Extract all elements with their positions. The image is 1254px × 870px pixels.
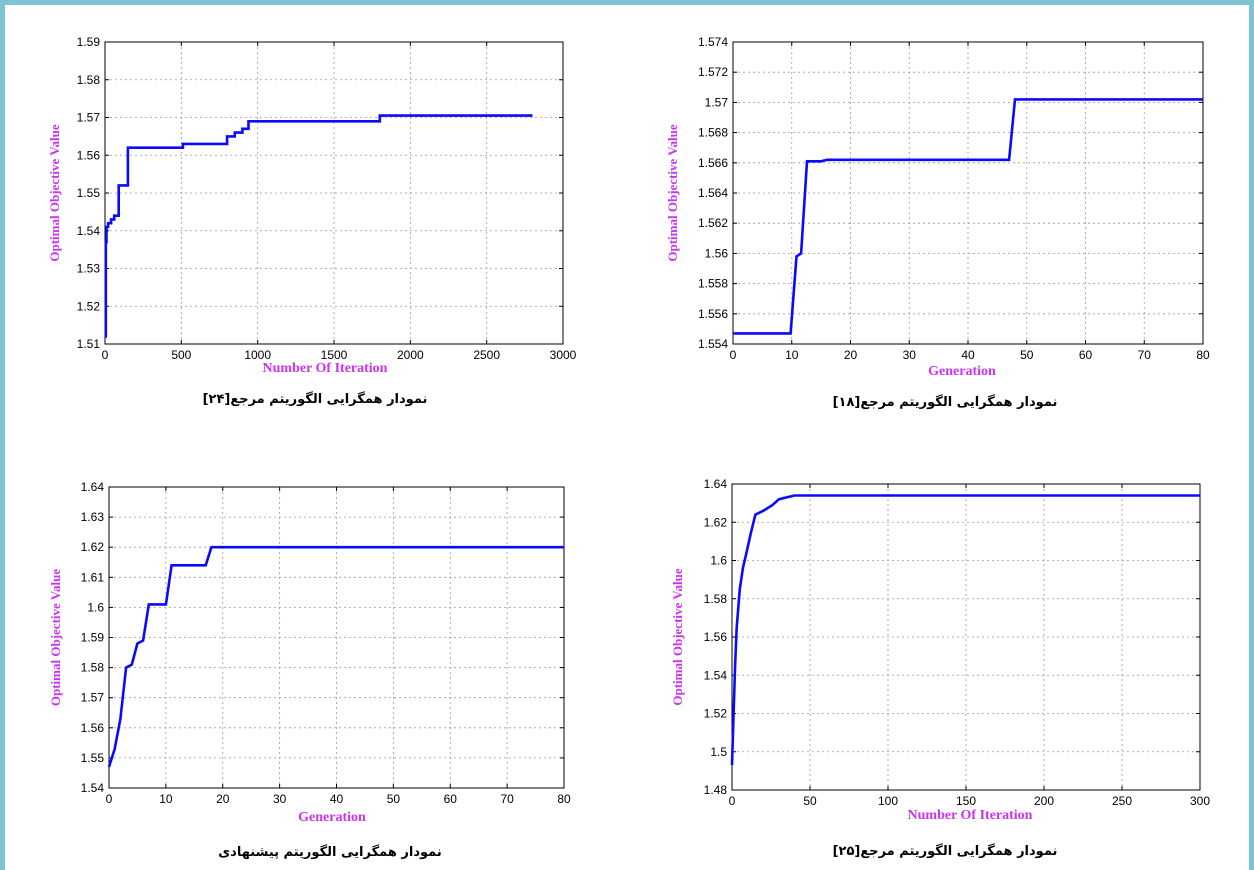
y-tick-label: 1.55 <box>77 186 101 200</box>
x-tick-label: 500 <box>171 348 191 362</box>
x-tick-label: 2000 <box>397 348 424 362</box>
y-tick-label: 1.574 <box>698 35 728 49</box>
y-tick-label: 1.54 <box>77 224 101 238</box>
chart-caption: نمودار همگرایی الگوریتم مرجع[۲۵] <box>833 843 1058 859</box>
y-tick-label: 1.51 <box>77 337 101 351</box>
x-axis-label: Number Of Iteration <box>908 808 1033 823</box>
y-tick-label: 1.62 <box>704 515 728 529</box>
y-tick-label: 1.5 <box>710 745 727 759</box>
y-axis-label: Optimal Objective Value <box>670 568 685 705</box>
chart-2: 0 10 20 30 40 50 60 70 80 1.554 1.556 1.558 1.56 1.56… <box>665 35 1210 410</box>
y-tick-label: 1.6 <box>710 554 727 568</box>
x-tick-label: 20 <box>844 348 858 362</box>
x-tick-label: 1000 <box>244 348 271 362</box>
x-tick-label: 3000 <box>550 348 577 362</box>
y-tick-label: 1.52 <box>704 707 728 721</box>
y-tick-label: 1.564 <box>698 186 728 200</box>
chart-caption: نمودار همگرایی الگوریتم مرجع[۲۴] <box>203 391 428 407</box>
y-tick-label: 1.59 <box>77 35 101 49</box>
y-tick-label: 1.572 <box>698 65 728 79</box>
x-tick-label: 0 <box>102 348 109 362</box>
x-tick-label: 70 <box>500 792 514 806</box>
x-tick-label: 50 <box>803 794 817 808</box>
y-tick-label: 1.64 <box>81 480 105 494</box>
y-tick-label: 1.52 <box>77 299 101 313</box>
y-tick-label: 1.58 <box>81 661 105 675</box>
y-tick-label: 1.59 <box>81 631 105 645</box>
x-tick-label: 30 <box>273 792 287 806</box>
y-tick-label: 1.54 <box>704 668 728 682</box>
figure-canvas: 0 500 1000 1500 2000 2500 30001.511.521.531.54… <box>47 35 1210 860</box>
series-line <box>104 114 533 338</box>
x-tick-label: 80 <box>557 792 571 806</box>
y-tick-label: 1.56 <box>77 148 101 162</box>
x-tick-label: 0 <box>729 794 736 808</box>
y-tick-label: 1.48 <box>704 783 728 797</box>
y-tick-label: 1.57 <box>77 111 101 125</box>
series-line <box>107 545 564 768</box>
x-tick-label: 200 <box>1034 794 1054 808</box>
y-tick-label: 1.64 <box>704 477 728 491</box>
chart-caption: نمودار همگرایی الگوریتم مرجع[۱۸] <box>833 394 1058 410</box>
x-tick-label: 1500 <box>321 348 348 362</box>
y-tick-label: 1.56 <box>704 630 728 644</box>
y-tick-label: 1.57 <box>81 691 105 705</box>
y-axis-label: Optimal Objective Value <box>665 124 680 261</box>
y-tick-label: 1.562 <box>698 216 728 230</box>
y-tick-label: 1.566 <box>698 156 728 170</box>
y-tick-label: 1.558 <box>698 277 728 291</box>
y-tick-label: 1.568 <box>698 126 728 140</box>
x-tick-label: 20 <box>216 792 230 806</box>
x-tick-label: 70 <box>1138 348 1152 362</box>
x-tick-label: 50 <box>387 792 401 806</box>
y-tick-label: 1.56 <box>705 246 729 260</box>
x-axis-label: Generation <box>298 810 366 825</box>
y-tick-label: 1.57 <box>705 95 729 109</box>
x-tick-label: 300 <box>1190 794 1210 808</box>
y-tick-label: 1.63 <box>81 510 105 524</box>
y-axis-label: Optimal Objective Value <box>47 124 62 261</box>
y-tick-label: 1.6 <box>87 600 104 614</box>
chart-4: 0 50 100 150 200 250 300 1.48 1.5 1.52 1.54 1.56 1.5… <box>670 477 1210 859</box>
series-line <box>733 98 1203 335</box>
x-tick-label: 2500 <box>473 348 500 362</box>
chart-1: 0 500 1000 1500 2000 2500 3000 1.51 1.52 1.53 1.54… <box>47 35 577 407</box>
x-tick-label: 40 <box>330 792 344 806</box>
x-tick-label: 60 <box>444 792 458 806</box>
y-tick-label: 1.58 <box>77 73 101 87</box>
y-tick-label: 1.556 <box>698 307 728 321</box>
x-axis-label: Generation <box>928 364 996 379</box>
x-tick-label: 10 <box>785 348 799 362</box>
series-line <box>730 494 1200 766</box>
x-tick-label: 60 <box>1079 348 1093 362</box>
chart-caption: نمودار همگرایی الگوریتم پیشنهادی <box>218 844 442 860</box>
x-tick-label: 80 <box>1196 348 1210 362</box>
y-tick-label: 1.54 <box>81 781 105 795</box>
x-axis-label: Number Of Iteration <box>263 361 388 376</box>
y-tick-label: 1.53 <box>77 262 101 276</box>
y-tick-label: 1.62 <box>81 540 105 554</box>
y-tick-label: 1.61 <box>81 570 105 584</box>
x-tick-label: 0 <box>730 348 737 362</box>
x-tick-label: 100 <box>878 794 898 808</box>
x-tick-label: 150 <box>956 794 976 808</box>
x-tick-label: 30 <box>903 348 917 362</box>
y-tick-label: 1.55 <box>81 751 105 765</box>
x-tick-label: 50 <box>1020 348 1034 362</box>
chart-3: 0 10 20 30 40 50 60 70 80 1.54 1.55 1.56 1.57 1.58 1.5… <box>48 480 571 860</box>
y-tick-label: 1.554 <box>698 337 728 351</box>
x-tick-label: 0 <box>106 792 113 806</box>
y-axis-label: Optimal Objective Value <box>48 569 63 706</box>
x-tick-label: 10 <box>159 792 173 806</box>
y-tick-label: 1.58 <box>704 592 728 606</box>
x-tick-label: 40 <box>961 348 975 362</box>
x-tick-label: 250 <box>1112 794 1132 808</box>
y-tick-label: 1.56 <box>81 721 105 735</box>
